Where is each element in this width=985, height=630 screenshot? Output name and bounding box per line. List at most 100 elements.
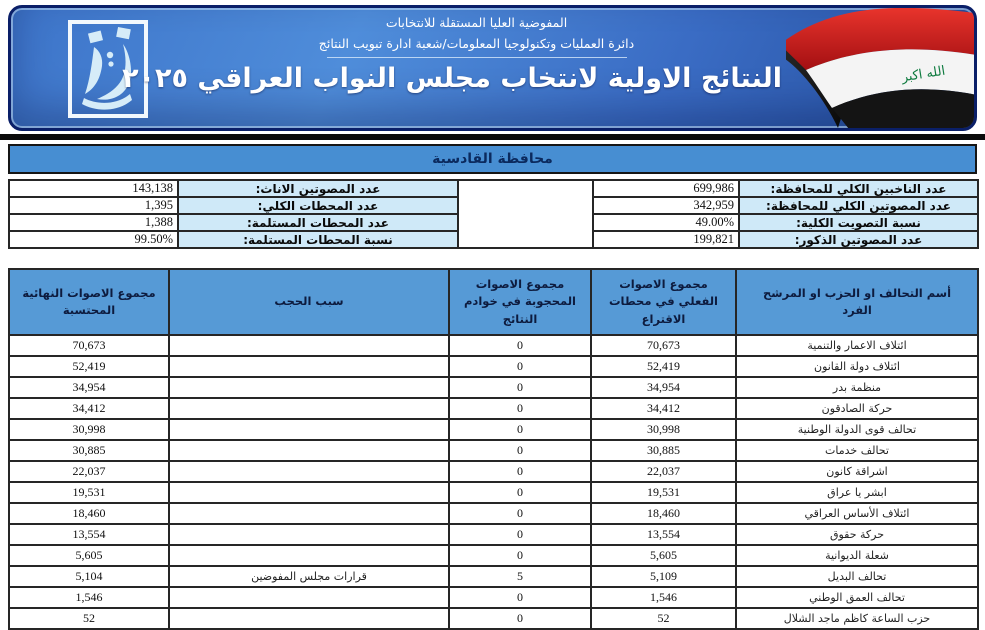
cell-withhold-reason bbox=[168, 607, 450, 630]
table-row: تحالف البديل 5,109 5 قرارات مجلس المفوضي… bbox=[8, 565, 979, 588]
table-row: منظمة بدر 34,954 0 34,954 bbox=[8, 376, 979, 399]
results-header-row: أسم التحالف او الحزب او المرشح الفرد مجم… bbox=[8, 268, 979, 336]
cell-actual-votes: 5,109 bbox=[590, 565, 737, 588]
cell-withhold-reason bbox=[168, 397, 450, 420]
table-row: تحالف قوى الدولة الوطنية 30,998 0 30,998 bbox=[8, 418, 979, 441]
summary-value: 99.50% bbox=[8, 230, 179, 249]
summary-label: نسبة التصويت الكلية: bbox=[738, 213, 979, 232]
cell-party-name: شعلة الديوانية bbox=[735, 544, 979, 567]
ihec-logo-icon bbox=[67, 19, 149, 123]
cell-final-votes: 34,954 bbox=[8, 376, 170, 399]
cell-final-votes: 5,104 bbox=[8, 565, 170, 588]
results-sheet: المفوضية العليا المستقلة للانتخابات دائر… bbox=[0, 5, 985, 630]
cell-withheld-votes: 0 bbox=[448, 523, 592, 546]
cell-withhold-reason bbox=[168, 544, 450, 567]
table-row: ابشر يا عراق 19,531 0 19,531 bbox=[8, 481, 979, 504]
governorate-title: محافظة القادسية bbox=[432, 151, 553, 167]
cell-party-name: تحالف البديل bbox=[735, 565, 979, 588]
table-row: ائتلاف دولة القانون 52,419 0 52,419 bbox=[8, 355, 979, 378]
cell-party-name: اشراقة كانون bbox=[735, 460, 979, 483]
cell-party-name: حزب الساعة كاظم ماجد الشلال bbox=[735, 607, 979, 630]
cell-actual-votes: 5,605 bbox=[590, 544, 737, 567]
org-name: المفوضية العليا المستقلة للانتخابات bbox=[385, 15, 568, 30]
column-header-final-votes: مجموع الاصوات النهائية المحتسبة bbox=[8, 268, 170, 336]
cell-withheld-votes: 0 bbox=[448, 334, 592, 357]
org-department: دائرة العمليات وتكنولوجيا المعلومات/شعبة… bbox=[318, 36, 635, 51]
cell-final-votes: 13,554 bbox=[8, 523, 170, 546]
cell-withheld-votes: 0 bbox=[448, 607, 592, 630]
cell-withheld-votes: 0 bbox=[448, 355, 592, 378]
column-header-withhold-reason: سبب الحجب bbox=[168, 268, 450, 336]
cell-actual-votes: 19,531 bbox=[590, 481, 737, 504]
results-table: أسم التحالف او الحزب او المرشح الفرد مجم… bbox=[8, 268, 979, 630]
cell-actual-votes: 34,412 bbox=[590, 397, 737, 420]
cell-party-name: تحالف العمق الوطني bbox=[735, 586, 979, 609]
cell-actual-votes: 70,673 bbox=[590, 334, 737, 357]
cell-actual-votes: 52 bbox=[590, 607, 737, 630]
iraq-flag-icon: الله اكبر bbox=[780, 8, 974, 128]
cell-actual-votes: 52,419 bbox=[590, 355, 737, 378]
summary-label: نسبة المحطات المستلمة: bbox=[177, 230, 459, 249]
cell-final-votes: 1,546 bbox=[8, 586, 170, 609]
cell-withheld-votes: 0 bbox=[448, 460, 592, 483]
cell-final-votes: 18,460 bbox=[8, 502, 170, 525]
cell-withheld-votes: 0 bbox=[448, 481, 592, 504]
cell-final-votes: 5,605 bbox=[8, 544, 170, 567]
table-row: ائتلاف الأساس العراقي 18,460 0 18,460 bbox=[8, 502, 979, 525]
governorate-title-bar: محافظة القادسية bbox=[8, 144, 977, 174]
table-row: حركة الصادقون 34,412 0 34,412 bbox=[8, 397, 979, 420]
cell-final-votes: 70,673 bbox=[8, 334, 170, 357]
summary-value: 342,959 bbox=[592, 196, 740, 215]
cell-party-name: ائتلاف الاعمار والتنمية bbox=[735, 334, 979, 357]
summary-row: عدد المصوتين الذكور: 199,821 نسبة المحطا… bbox=[8, 230, 979, 249]
table-row: تحالف خدمات 30,885 0 30,885 bbox=[8, 439, 979, 462]
summary-row: نسبة التصويت الكلية: 49.00% عدد المحطات … bbox=[8, 213, 979, 232]
cell-withhold-reason bbox=[168, 418, 450, 441]
summary-value: 1,388 bbox=[8, 213, 179, 232]
cell-withhold-reason bbox=[168, 355, 450, 378]
summary-spacer bbox=[457, 179, 594, 249]
summary-value: 143,138 bbox=[8, 179, 179, 198]
cell-withheld-votes: 0 bbox=[448, 586, 592, 609]
cell-party-name: ابشر يا عراق bbox=[735, 481, 979, 504]
cell-party-name: حركة الصادقون bbox=[735, 397, 979, 420]
column-header-name: أسم التحالف او الحزب او المرشح الفرد bbox=[735, 268, 979, 336]
summary-value: 699,986 bbox=[592, 179, 740, 198]
cell-withheld-votes: 0 bbox=[448, 418, 592, 441]
summary-value: 199,821 bbox=[592, 230, 740, 249]
flag-takbir-text: الله اكبر bbox=[900, 64, 947, 86]
cell-actual-votes: 13,554 bbox=[590, 523, 737, 546]
table-row: ائتلاف الاعمار والتنمية 70,673 0 70,673 bbox=[8, 334, 979, 357]
cell-party-name: تحالف خدمات bbox=[735, 439, 979, 462]
cell-actual-votes: 30,998 bbox=[590, 418, 737, 441]
summary-table: عدد الناخبين الكلي للمحافظة: 699,986 عدد… bbox=[8, 179, 979, 249]
cell-party-name: حركة حقوق bbox=[735, 523, 979, 546]
column-header-withheld-votes: مجموع الاصوات المحجوبة في خوادم النتائج bbox=[448, 268, 592, 336]
summary-row: عدد الناخبين الكلي للمحافظة: 699,986 عدد… bbox=[8, 179, 979, 249]
table-row: شعلة الديوانية 5,605 0 5,605 bbox=[8, 544, 979, 567]
summary-label: عدد المحطات المستلمة: bbox=[177, 213, 459, 232]
cell-withhold-reason bbox=[168, 523, 450, 546]
cell-actual-votes: 30,885 bbox=[590, 439, 737, 462]
cell-withhold-reason bbox=[168, 376, 450, 399]
cell-actual-votes: 1,546 bbox=[590, 586, 737, 609]
cell-withheld-votes: 0 bbox=[448, 439, 592, 462]
summary-value: 1,395 bbox=[8, 196, 179, 215]
cell-final-votes: 30,998 bbox=[8, 418, 170, 441]
cell-withhold-reason bbox=[168, 502, 450, 525]
summary-label: عدد المصوتين الذكور: bbox=[738, 230, 979, 249]
cell-actual-votes: 34,954 bbox=[590, 376, 737, 399]
summary-label: عدد الناخبين الكلي للمحافظة: bbox=[738, 179, 979, 198]
cell-actual-votes: 18,460 bbox=[590, 502, 737, 525]
summary-label: عدد المصوتين الاناث: bbox=[177, 179, 459, 198]
cell-withhold-reason bbox=[168, 481, 450, 504]
cell-party-name: ائتلاف دولة القانون bbox=[735, 355, 979, 378]
cell-withhold-reason: قرارات مجلس المفوضين bbox=[168, 565, 450, 588]
cell-withhold-reason bbox=[168, 334, 450, 357]
cell-party-name: منظمة بدر bbox=[735, 376, 979, 399]
page-title: النتائج الاولية لانتخاب مجلس النواب العر… bbox=[122, 63, 782, 94]
summary-value: 49.00% bbox=[592, 213, 740, 232]
cell-withheld-votes: 0 bbox=[448, 544, 592, 567]
cell-withheld-votes: 5 bbox=[448, 565, 592, 588]
cell-party-name: ائتلاف الأساس العراقي bbox=[735, 502, 979, 525]
